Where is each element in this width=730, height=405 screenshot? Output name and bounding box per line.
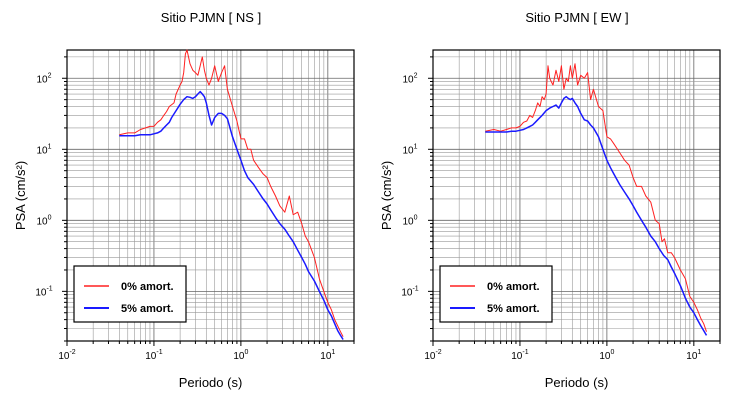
x-tick-label: 101 bbox=[686, 349, 701, 362]
ticks bbox=[62, 56, 355, 346]
legend-label-1: 0% amort. bbox=[121, 281, 174, 293]
chart-title: Sitio PJMN [ EW ] bbox=[525, 10, 628, 25]
legend: 0% amort. 5% amort. bbox=[73, 265, 187, 323]
x-tick-label: 10-2 bbox=[424, 349, 441, 362]
y-tick-label: 10-1 bbox=[35, 285, 52, 298]
legend-label-2: 5% amort. bbox=[487, 303, 540, 315]
x-tick-label: 10-1 bbox=[511, 349, 528, 362]
grid bbox=[67, 50, 354, 341]
x-tick-label: 10-1 bbox=[145, 349, 162, 362]
y-tick-label: 101 bbox=[36, 143, 51, 156]
plot-frame bbox=[66, 49, 355, 342]
series-line-1 bbox=[119, 49, 344, 337]
chart-panel-2: 10-2 10-1 100 101 10-1 100 101 102 Sitio PJMN [ … bbox=[379, 10, 721, 390]
y-axis-label: PSA (cm/s²) bbox=[379, 161, 394, 230]
legend: 0% amort. 5% amort. bbox=[439, 265, 553, 323]
x-tick-label: 10-2 bbox=[58, 349, 75, 362]
chart-title: Sitio PJMN [ NS ] bbox=[161, 10, 261, 25]
y-tick-label: 102 bbox=[36, 72, 51, 85]
x-tick-label: 100 bbox=[599, 349, 614, 362]
chart-panel-1: 10-2 10-1 100 101 10-1 100 101 102 Sitio PJMN [ … bbox=[13, 10, 355, 390]
series-line-1 bbox=[485, 63, 707, 332]
y-tick-label: 101 bbox=[402, 143, 417, 156]
legend-label-1: 0% amort. bbox=[487, 281, 540, 293]
legend-box bbox=[439, 265, 553, 323]
y-axis-label: PSA (cm/s²) bbox=[13, 161, 28, 230]
series-line-2 bbox=[485, 95, 708, 336]
plot-frame bbox=[432, 49, 721, 342]
y-tick-label: 100 bbox=[36, 214, 51, 227]
x-axis-label: Periodo (s) bbox=[179, 375, 243, 390]
x-tick-label: 100 bbox=[233, 349, 248, 362]
x-tick-label: 101 bbox=[320, 349, 335, 362]
y-tick-label: 100 bbox=[402, 214, 417, 227]
legend-box bbox=[73, 265, 187, 323]
legend-label-2: 5% amort. bbox=[121, 303, 174, 315]
y-tick-label: 102 bbox=[402, 72, 417, 85]
series-line-2 bbox=[119, 90, 344, 340]
x-axis-label: Periodo (s) bbox=[545, 375, 609, 390]
y-tick-label: 10-1 bbox=[401, 285, 418, 298]
ticks bbox=[428, 56, 721, 346]
